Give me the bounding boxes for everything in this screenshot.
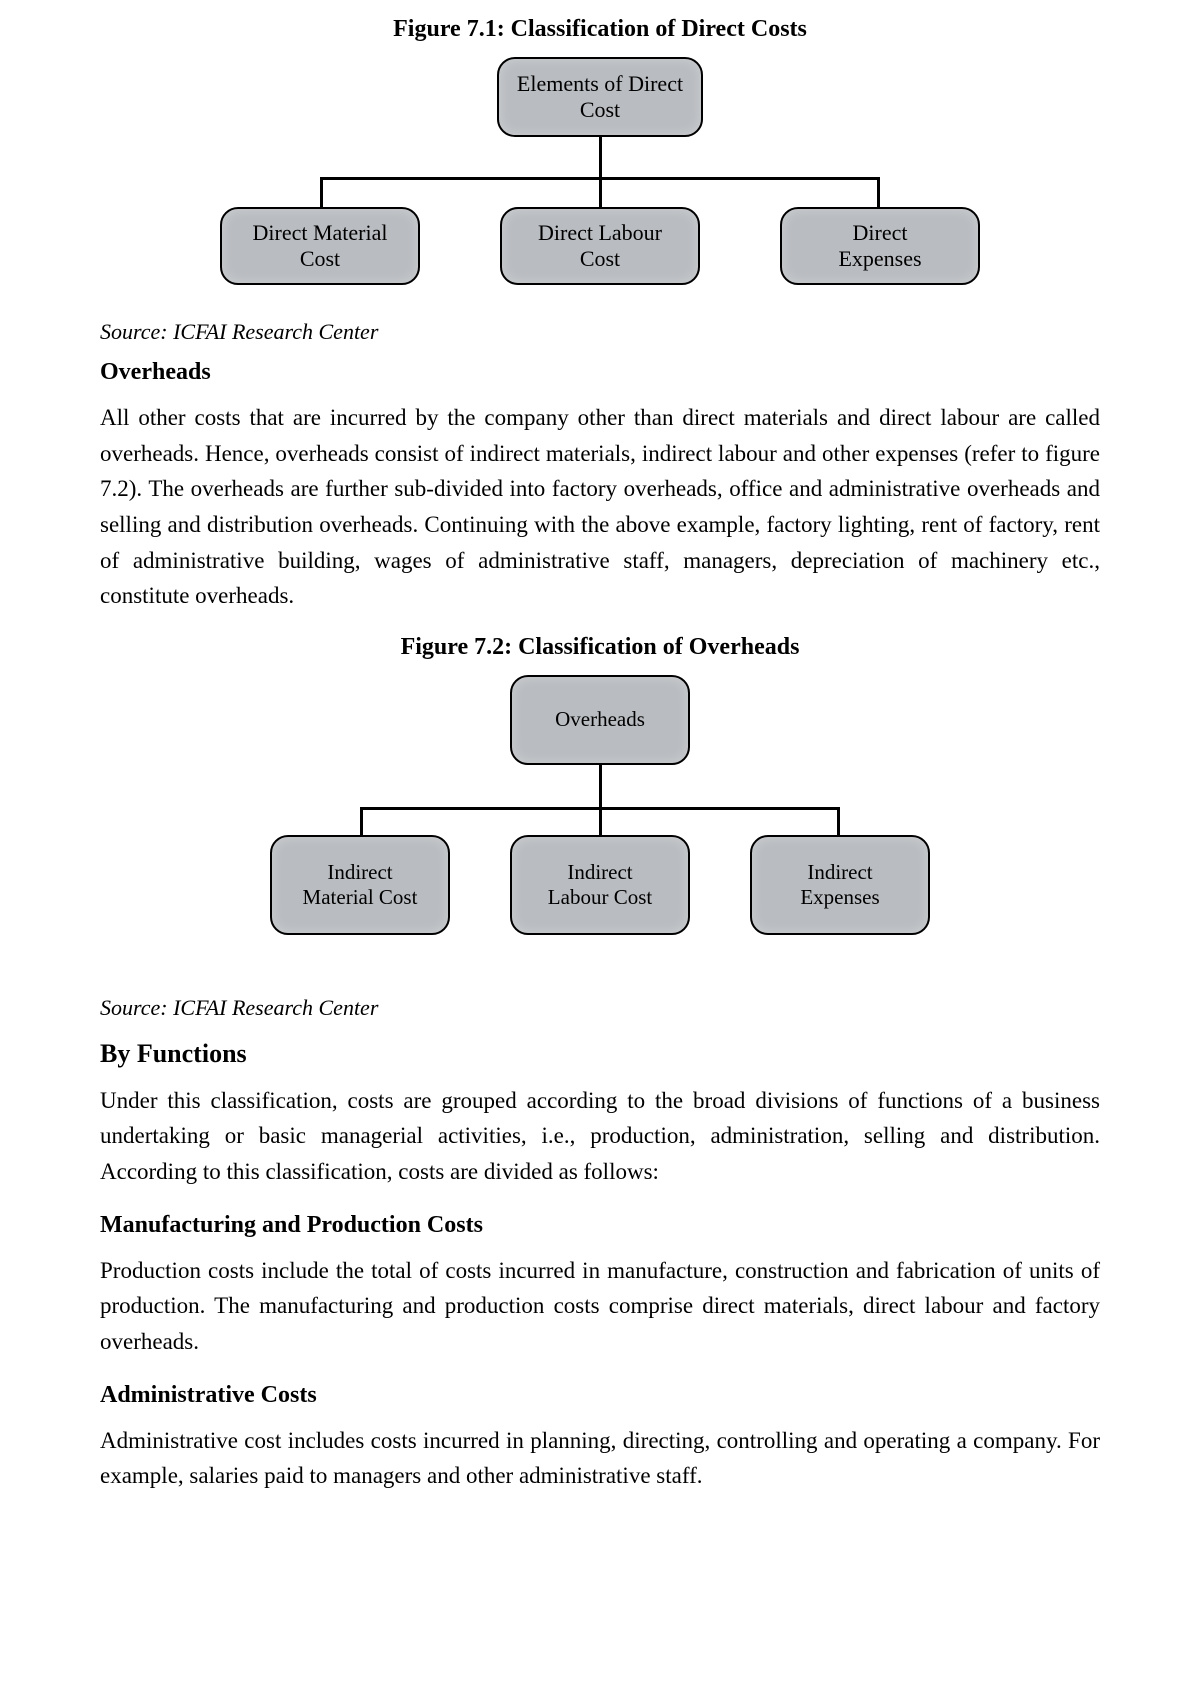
administrative-heading: Administrative Costs <box>100 1382 1100 1409</box>
overheads-paragraph: All other costs that are incurred by the… <box>100 400 1100 614</box>
overheads-heading: Overheads <box>100 359 1100 386</box>
fig2-tick-1 <box>360 807 363 835</box>
fig2-connector-vline <box>599 765 602 807</box>
fig1-tick-1 <box>320 177 323 207</box>
fig1-child-2: Direct LabourCost <box>500 207 700 285</box>
fig1-root-node: Elements of DirectCost <box>497 57 703 137</box>
figure2-diagram: Overheads IndirectMaterial Cost Indirect… <box>220 675 980 965</box>
figure2-title: Figure 7.2: Classification of Overheads <box>100 634 1100 661</box>
figure2-source: Source: ICFAI Research Center <box>100 995 1100 1021</box>
byfunctions-heading: By Functions <box>100 1039 1100 1069</box>
figure1-diagram: Elements of DirectCost Direct MaterialCo… <box>220 57 980 307</box>
manufacturing-paragraph: Production costs include the total of co… <box>100 1253 1100 1360</box>
fig1-connector-vline <box>599 137 602 177</box>
manufacturing-heading: Manufacturing and Production Costs <box>100 1212 1100 1239</box>
fig1-tick-2 <box>599 177 602 207</box>
fig2-child-3: IndirectExpenses <box>750 835 930 935</box>
administrative-paragraph: Administrative cost includes costs incur… <box>100 1423 1100 1494</box>
fig2-child-1: IndirectMaterial Cost <box>270 835 450 935</box>
fig1-tick-3 <box>877 177 880 207</box>
fig1-child-1: Direct MaterialCost <box>220 207 420 285</box>
fig2-tick-3 <box>837 807 840 835</box>
fig1-child-3: DirectExpenses <box>780 207 980 285</box>
fig2-child-2: IndirectLabour Cost <box>510 835 690 935</box>
fig2-tick-2 <box>599 807 602 835</box>
figure1-title: Figure 7.1: Classification of Direct Cos… <box>100 16 1100 43</box>
fig2-root-node: Overheads <box>510 675 690 765</box>
byfunctions-paragraph: Under this classification, costs are gro… <box>100 1083 1100 1190</box>
figure1-source: Source: ICFAI Research Center <box>100 319 1100 345</box>
